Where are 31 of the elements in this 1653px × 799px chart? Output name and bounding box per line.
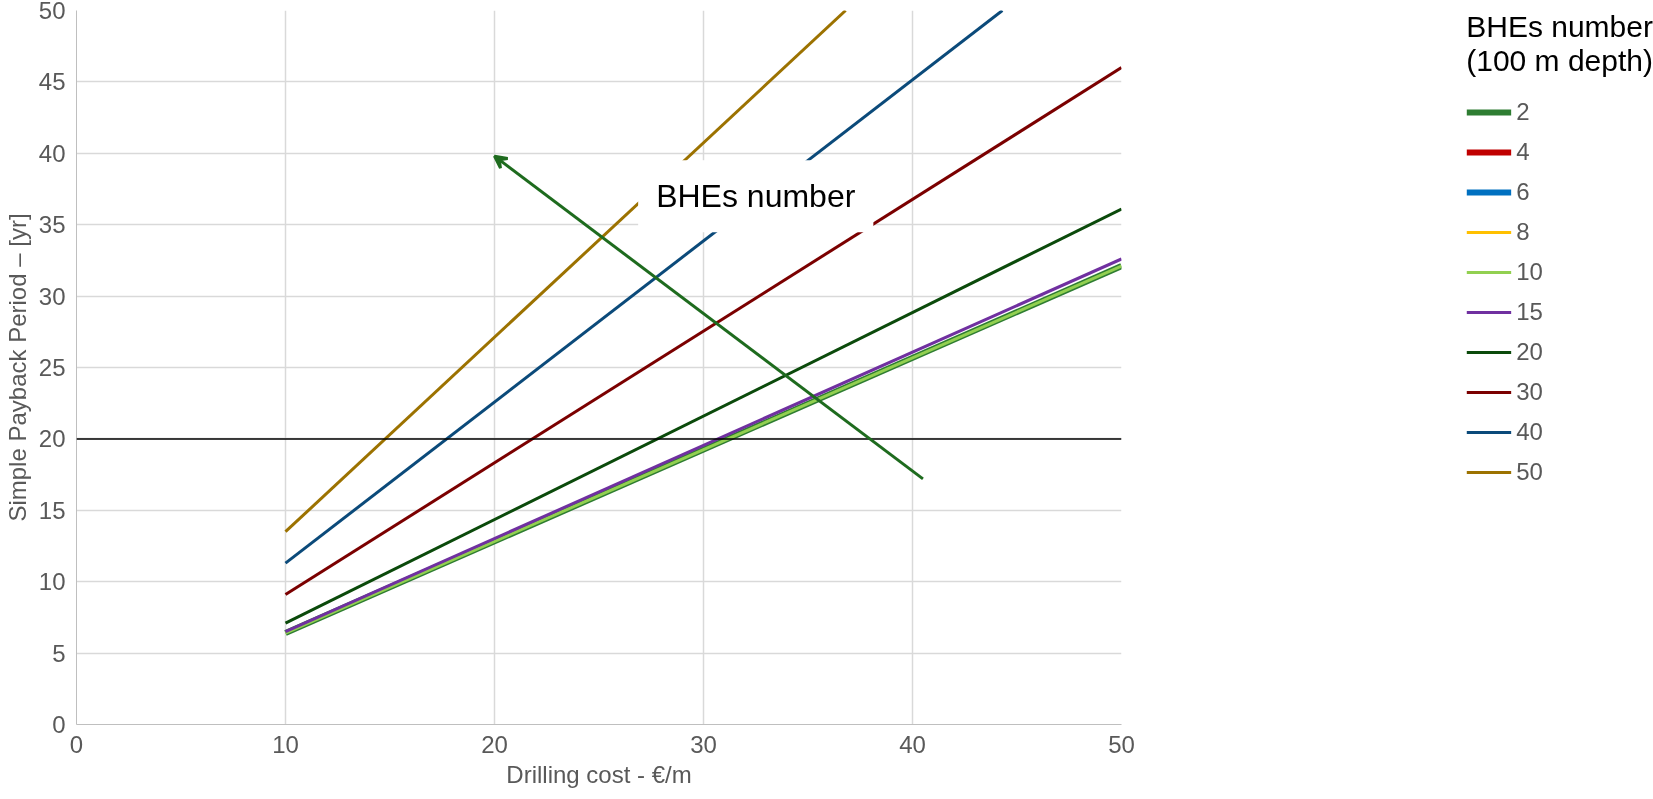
- legend-label: 20: [1516, 338, 1543, 366]
- y-tick-label: 30: [38, 282, 66, 310]
- legend-label: 6: [1516, 178, 1531, 206]
- annotation: BHEs number: [656, 178, 856, 215]
- x-tick-label: 50: [1108, 730, 1135, 758]
- y-tick-label: 25: [38, 354, 66, 381]
- y-tick-label: 15: [38, 496, 66, 524]
- x-tick-label: 0: [69, 730, 84, 758]
- legend-title: BHEs number (100 m depth): [1466, 10, 1653, 78]
- x-tick-label: 10: [272, 730, 299, 758]
- y-tick-label: 35: [38, 211, 66, 239]
- y-tick-label: 40: [38, 139, 66, 167]
- y-axis-title: Simple Payback Period – [yr]: [3, 213, 31, 522]
- legend-label: 30: [1516, 378, 1543, 406]
- legend-label: 4: [1516, 138, 1531, 166]
- legend-label: 50: [1516, 458, 1543, 486]
- legend-label: 40: [1516, 418, 1543, 446]
- x-tick-label: 20: [481, 730, 508, 758]
- x-axis-title: Drilling cost - €/m: [506, 760, 692, 788]
- y-tick-label: 45: [38, 68, 66, 96]
- legend-label: 10: [1516, 258, 1543, 286]
- y-tick-label: 0: [52, 711, 66, 738]
- y-tick-label: 50: [38, 0, 66, 24]
- y-tick-label: 10: [38, 568, 66, 596]
- legend-label: 2: [1516, 98, 1531, 126]
- x-tick-label: 40: [899, 730, 926, 758]
- y-tick-label: 20: [38, 425, 66, 453]
- x-tick-label: 30: [690, 730, 717, 758]
- legend-label: 8: [1516, 218, 1531, 246]
- y-tick-label: 5: [52, 639, 66, 667]
- legend-label: 15: [1516, 298, 1543, 326]
